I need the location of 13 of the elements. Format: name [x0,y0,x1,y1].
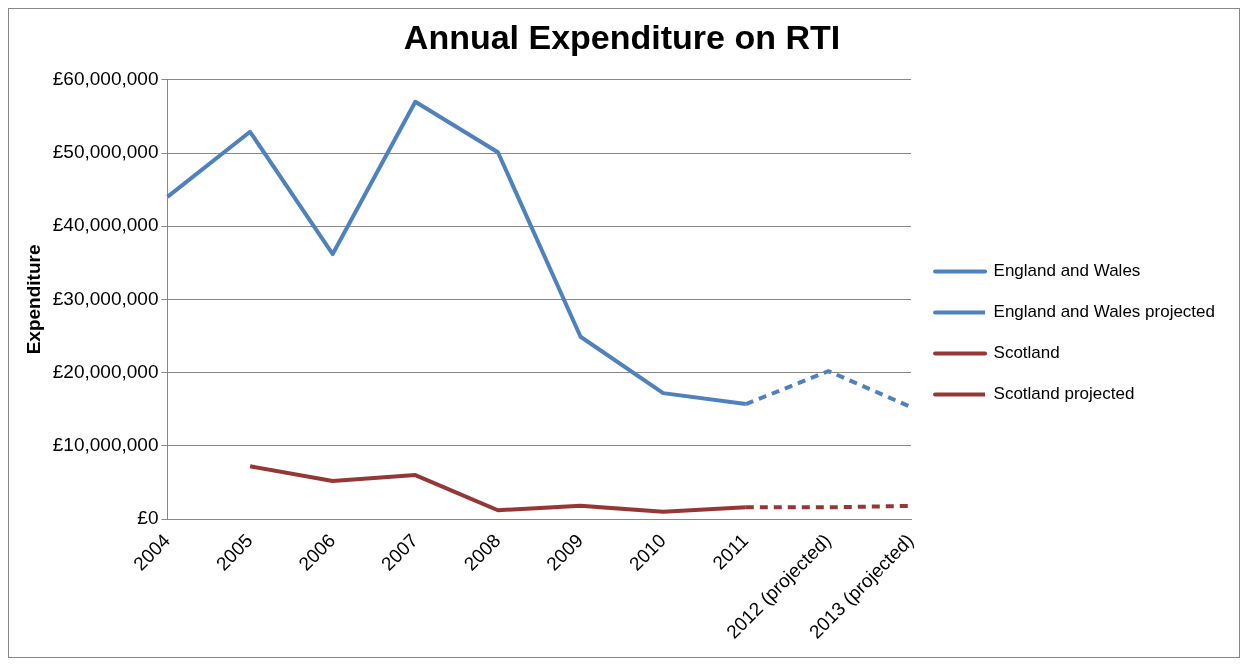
y-axis-title: Expenditure [22,244,44,355]
y-tick-label: £0 [137,507,159,529]
legend-label: Scotland [993,343,1060,363]
y-tick-label: £30,000,000 [52,287,159,309]
y-tick-label: £50,000,000 [52,141,159,163]
y-tick-label: £10,000,000 [52,434,159,456]
y-tick-label: £40,000,000 [52,214,159,236]
y-tick-label: £20,000,000 [52,360,159,382]
legend-label: Scotland projected [993,384,1135,404]
legend-label: England and Wales projected [993,302,1216,322]
y-tick-label: £60,000,000 [52,68,159,90]
legend-label: England and Wales [993,261,1141,281]
chart-title: Annual Expenditure on RTI [403,17,841,56]
